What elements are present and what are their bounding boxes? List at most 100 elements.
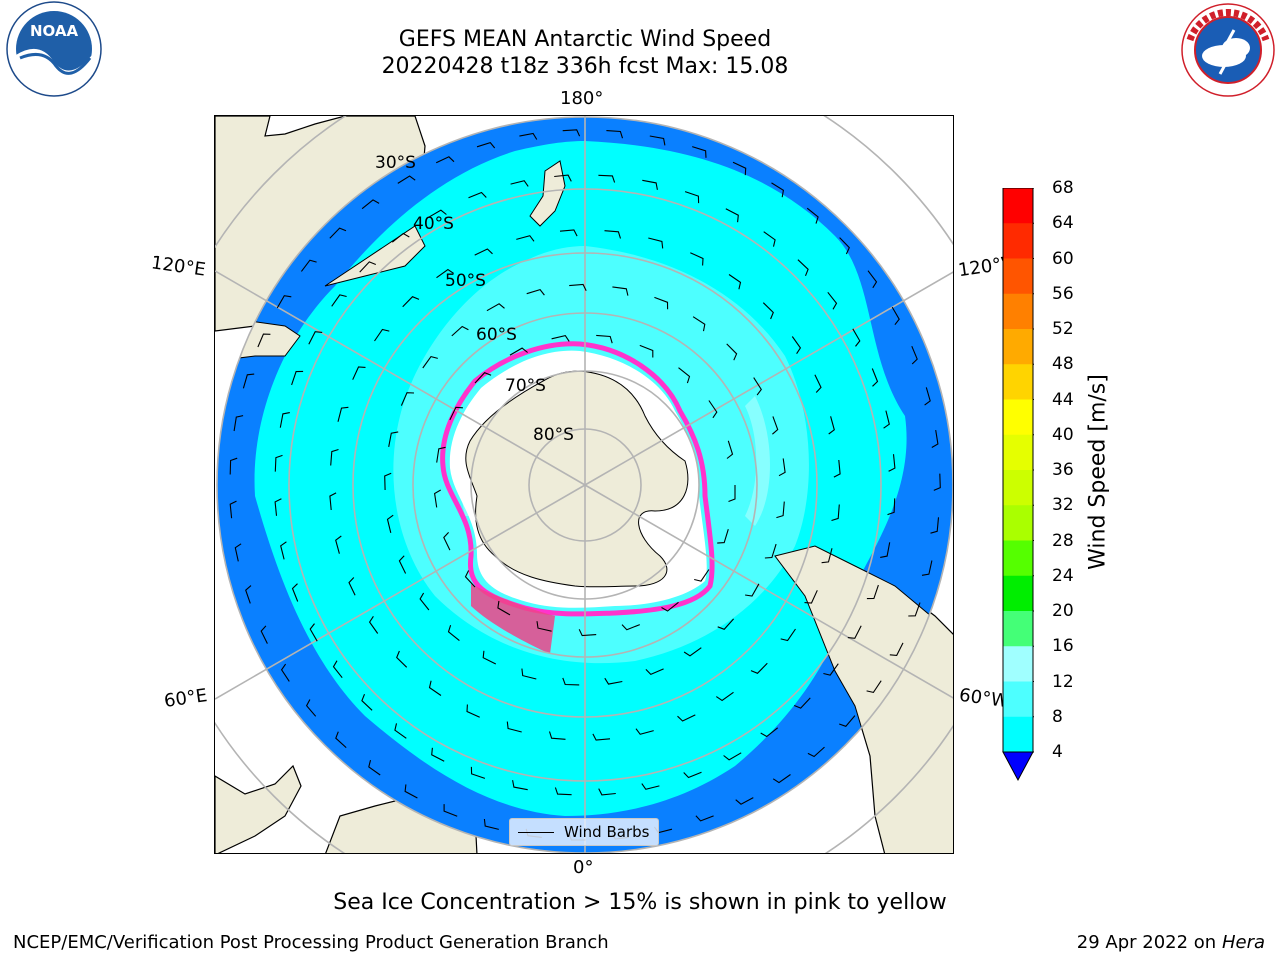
wind-barb (483, 818, 499, 830)
wind-barb (891, 306, 900, 326)
footer-date-text: 29 Apr 2022 on (1076, 932, 1222, 953)
wind-barb (692, 316, 706, 332)
lat-label-30s: 30°S (375, 153, 416, 173)
svg-text:NOAA: NOAA (30, 22, 79, 40)
colorbar-segment (1003, 329, 1033, 365)
wind-barb (677, 714, 696, 722)
wind-barb (592, 733, 611, 741)
wind-barb (274, 498, 282, 516)
wind-barb (361, 199, 380, 210)
wind-barb (274, 454, 283, 472)
wind-barb (474, 372, 492, 384)
wind-barb (750, 662, 768, 674)
wind-barb (428, 680, 442, 696)
legend-line-swatch (518, 831, 554, 833)
wind-barb (233, 415, 244, 432)
colorbar (1002, 188, 1034, 782)
wind-barb (776, 501, 785, 519)
wind-barb (569, 283, 587, 292)
wind-barb (683, 771, 702, 779)
wind-barb (823, 663, 839, 676)
wind-barb (717, 618, 735, 630)
wind-barb (510, 180, 529, 187)
wind-barb (548, 731, 566, 740)
wind-barb (867, 270, 878, 289)
lon-label-180: 180° (560, 88, 604, 109)
colorbar-tick-label: 4 (1052, 742, 1063, 762)
sea-ice-weddell (471, 584, 555, 654)
colorbar-extend-arrow (1002, 751, 1034, 782)
wind-barb (804, 590, 818, 604)
wind-barb (642, 179, 658, 190)
colorbar-tick-label: 8 (1052, 706, 1063, 727)
colorbar-tick-label: 68 (1052, 178, 1074, 198)
wind-barb (828, 416, 835, 435)
wind-barb (368, 759, 381, 776)
wind-barb (486, 303, 505, 312)
wind-barb (516, 235, 535, 242)
wind-barb (695, 815, 714, 822)
wind-barb (352, 366, 366, 380)
map-canvas (215, 116, 953, 853)
colorbar-segment (1003, 716, 1033, 753)
wind-barb (831, 504, 840, 522)
wind-barb (359, 261, 377, 273)
colorbar-label: Wind Speed [m/s] (1085, 374, 1111, 570)
wind-barb (435, 156, 455, 164)
wind-barb (725, 208, 739, 223)
footer-date: 29 Apr 2022 on Hera (1077, 932, 1265, 953)
wind-barb (924, 387, 931, 406)
wind-barb (888, 454, 896, 472)
colorbar-segment (1003, 434, 1033, 471)
wind-barb (728, 274, 742, 290)
wind-barb (771, 182, 785, 198)
wind-barb (348, 577, 356, 596)
wind-barb (329, 492, 337, 511)
chart-title: GEFS MEAN Antarctic Wind Speed (398, 27, 772, 52)
wind-barb (684, 191, 700, 204)
wind-barb (678, 367, 691, 384)
wind-barb (708, 400, 718, 419)
colorbar-segment (1003, 575, 1033, 612)
wind-barb (827, 291, 838, 310)
wind-barb (337, 406, 349, 422)
wind-barb (451, 325, 469, 337)
wind-barb (229, 457, 238, 475)
wind-barb (621, 624, 641, 631)
wind-barb (760, 727, 779, 738)
wind-barb (335, 731, 347, 749)
wind-barb (361, 693, 373, 711)
wind-barb (578, 629, 597, 637)
noaa-logo: NOAA (6, 1, 102, 97)
wind-barb (772, 774, 791, 784)
legend-label: Wind Barbs (564, 823, 650, 841)
wind-barb (433, 489, 441, 508)
wind-barb (654, 296, 669, 310)
wind-barb (368, 615, 379, 634)
wind-barb (559, 229, 578, 237)
wind-barb (506, 721, 522, 733)
wind-barb (839, 715, 856, 727)
lon-label-60e: 60°E (162, 685, 209, 712)
colorbar-tick-label: 32 (1052, 495, 1074, 516)
wind-barb (245, 585, 252, 604)
wind-barb (821, 548, 833, 564)
wind-barb (447, 625, 460, 642)
wind-barb (464, 570, 476, 588)
wind-barb (242, 373, 255, 389)
wind-barb (908, 602, 921, 617)
lat-label-80s: 80°S (533, 425, 574, 445)
wind-barb (229, 500, 237, 519)
wind-barb (735, 797, 754, 805)
wind-barb (604, 230, 622, 239)
wind-barb (598, 788, 616, 796)
lat-label-60s: 60°S (476, 325, 517, 345)
wind-barb (470, 766, 486, 779)
sea-ice-edge (440, 341, 715, 617)
nws-logo (1181, 3, 1275, 97)
wind-barb (404, 784, 418, 799)
colorbar-tick-label: 44 (1052, 389, 1074, 410)
wind-barb (276, 295, 292, 309)
lon-label-0: 0° (573, 857, 594, 878)
wind-barb (692, 146, 707, 158)
